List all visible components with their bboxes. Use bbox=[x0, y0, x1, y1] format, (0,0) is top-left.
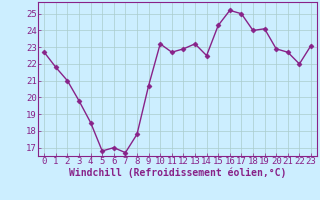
X-axis label: Windchill (Refroidissement éolien,°C): Windchill (Refroidissement éolien,°C) bbox=[69, 168, 286, 178]
